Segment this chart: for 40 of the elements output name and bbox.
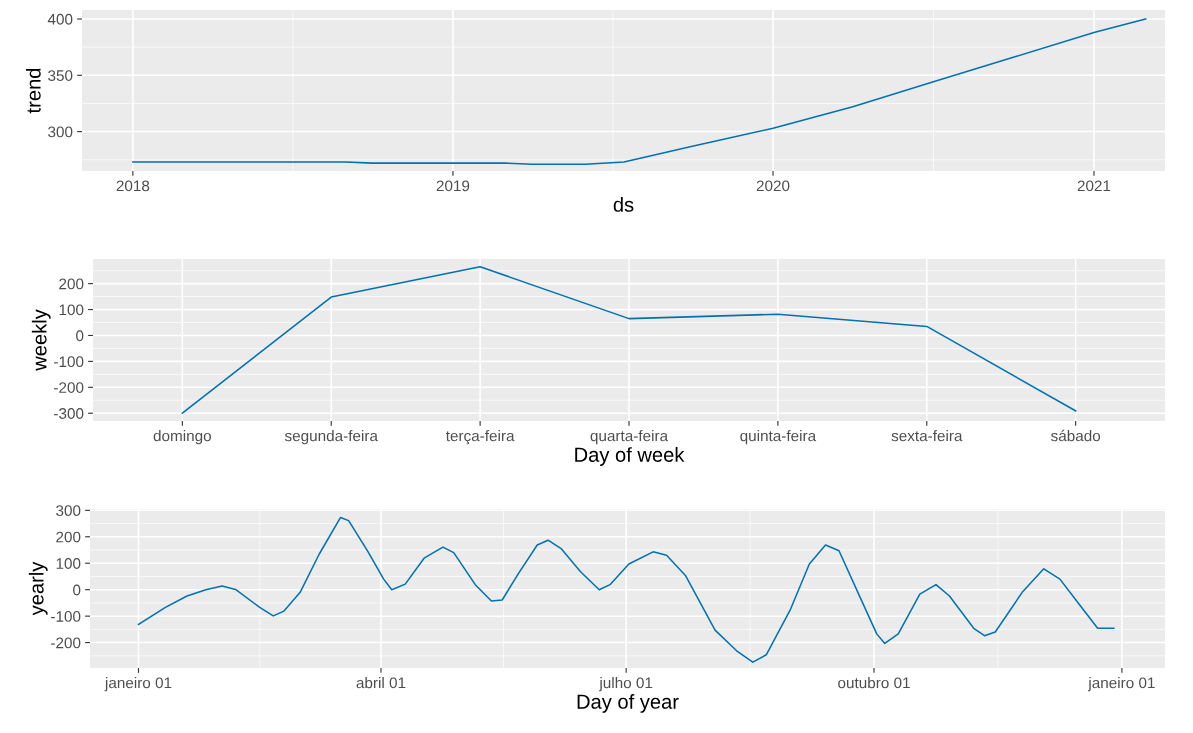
y-tick-label: -200 [51,637,81,649]
x-tick-label: 2021 [1077,180,1111,192]
y-axis-title: yearly [28,561,48,616]
line-series [132,18,1147,166]
x-tick-label: sábado [1051,429,1101,442]
x-tick-label: outubro 01 [838,677,910,689]
y-tick-label: -100 [51,611,81,622]
x-tick-label: janeiro 01 [1087,677,1155,692]
x-tick-label: julho 01 [599,677,653,692]
x-tick-label: janeiro 01 [104,677,172,692]
y-tick-label: 0 [73,584,81,596]
line-series [137,516,1115,663]
x-tick-label: quinta-feira [740,430,817,445]
y-tick-label: 200 [56,531,81,543]
x-tick-label: 2018 [116,180,150,192]
x-tick-label: quarta-feira [590,430,669,445]
x-axis-title: Day of week [575,447,685,466]
y-tick-label: 100 [59,304,84,316]
y-axis-title: trend [25,68,41,114]
x-tick-label: domingo [153,430,211,445]
y-tick-label: 100 [56,558,81,569]
y-tick-label: 400 [47,13,73,25]
line-series [181,266,1077,414]
x-axis-title: Day of year [577,694,679,713]
y-tick-label: 350 [48,70,73,81]
x-axis-title: ds [613,197,634,212]
y-tick-label: 200 [59,278,84,290]
x-tick-label: 2019 [436,180,470,192]
y-tick-label: 0 [76,330,84,342]
y-tick-label: 300 [56,505,81,517]
y-tick-label: -300 [54,408,84,419]
y-axis-title: weekly [31,309,51,371]
y-tick-label: 300 [48,126,73,138]
y-tick-label: -100 [54,356,84,368]
x-tick-label: terça-feira [445,430,515,445]
y-tick-label: -200 [54,382,84,393]
x-tick-label: abril 01 [356,677,406,689]
x-tick-label: 2020 [756,180,790,192]
x-tick-label: sexta-feira [891,430,963,442]
x-tick-label: segunda-feira [284,430,378,445]
